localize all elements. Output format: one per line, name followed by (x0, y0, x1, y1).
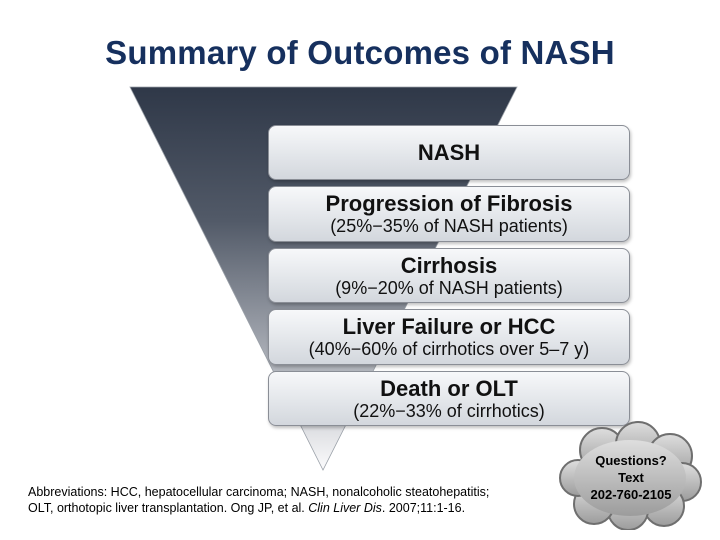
questions-phone: 202-760-2105 (590, 487, 672, 502)
stage-title: Death or OLT (380, 375, 518, 401)
stage-death-or-olt: Death or OLT (22%−33% of cirrhotics) (268, 371, 630, 426)
stage-nash: NASH (268, 125, 630, 180)
stage-subtitle: (9%−20% of NASH patients) (335, 277, 563, 298)
stage-title: Liver Failure or HCC (342, 314, 556, 339)
questions-cloud-icon (559, 421, 702, 530)
footnote-citation-prefix: OLT, orthotopic liver transplantation. O… (28, 501, 309, 515)
questions-line-2: Text (618, 470, 644, 485)
stage-title: NASH (417, 139, 481, 165)
abbreviations-footnote: Abbreviations: HCC, hepatocellular carci… (28, 484, 548, 516)
page-title: Summary of Outcomes of NASH (105, 34, 615, 71)
footnote-line-2: OLT, orthotopic liver transplantation. O… (28, 500, 548, 516)
stage-title: Cirrhosis (400, 252, 498, 278)
stage-subtitle: (22%−33% of cirrhotics) (353, 400, 545, 421)
stage-cirrhosis: Cirrhosis (9%−20% of NASH patients) (268, 248, 630, 303)
stage-subtitle: (40%−60% of cirrhotics over 5–7 y) (308, 339, 590, 359)
questions-line-1: Questions? (595, 453, 667, 468)
stage-subtitle: (25%−35% of NASH patients) (330, 216, 568, 236)
stage-liver-failure-or-hcc: Liver Failure or HCC (40%−60% of cirrhot… (268, 309, 630, 365)
questions-text: Questions? Text 202-760-2105 (556, 452, 706, 503)
footnote-line-1: Abbreviations: HCC, hepatocellular carci… (28, 485, 490, 499)
stage-progression-of-fibrosis: Progression of Fibrosis (25%−35% of NASH… (268, 186, 630, 242)
footnote-citation-suffix: . 2007;11:1-16. (381, 501, 466, 515)
stage-title: Progression of Fibrosis (325, 191, 573, 216)
footnote-journal: Clin Liver Dis (308, 501, 382, 515)
